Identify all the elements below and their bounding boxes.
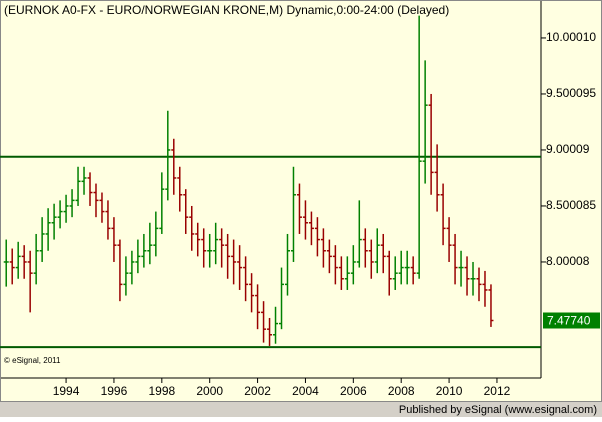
x-tick-label: 2008 bbox=[388, 384, 415, 398]
x-tick-label: 1994 bbox=[53, 384, 80, 398]
y-tick-label: 8.500085 bbox=[546, 198, 596, 212]
y-tick-label: 8.00008 bbox=[546, 254, 590, 268]
x-tick-label: 1996 bbox=[101, 384, 128, 398]
copyright: © eSignal, 2011 bbox=[4, 356, 61, 365]
last-price-box bbox=[543, 312, 600, 329]
footer: Published by eSignal (www.esignal.com) bbox=[399, 404, 597, 416]
y-tick-label: 10.00010 bbox=[546, 30, 596, 44]
x-tick-label: 2000 bbox=[196, 384, 223, 398]
footer-bar bbox=[0, 402, 602, 417]
y-tick-label: 9.00009 bbox=[546, 142, 590, 156]
x-tick-label: 2004 bbox=[292, 384, 319, 398]
y-tick-label: 9.500095 bbox=[546, 86, 596, 100]
last-price-label: 7.47740 bbox=[547, 314, 591, 328]
x-tick-label: 2012 bbox=[484, 384, 511, 398]
x-tick-label: 1998 bbox=[148, 384, 175, 398]
chart-title: (EURNOK A0-FX - EURO/NORWEGIAN KRONE,M) … bbox=[4, 3, 449, 17]
x-tick-label: 2006 bbox=[340, 384, 367, 398]
x-tick-label: 2010 bbox=[436, 384, 463, 398]
x-tick-label: 2002 bbox=[244, 384, 271, 398]
